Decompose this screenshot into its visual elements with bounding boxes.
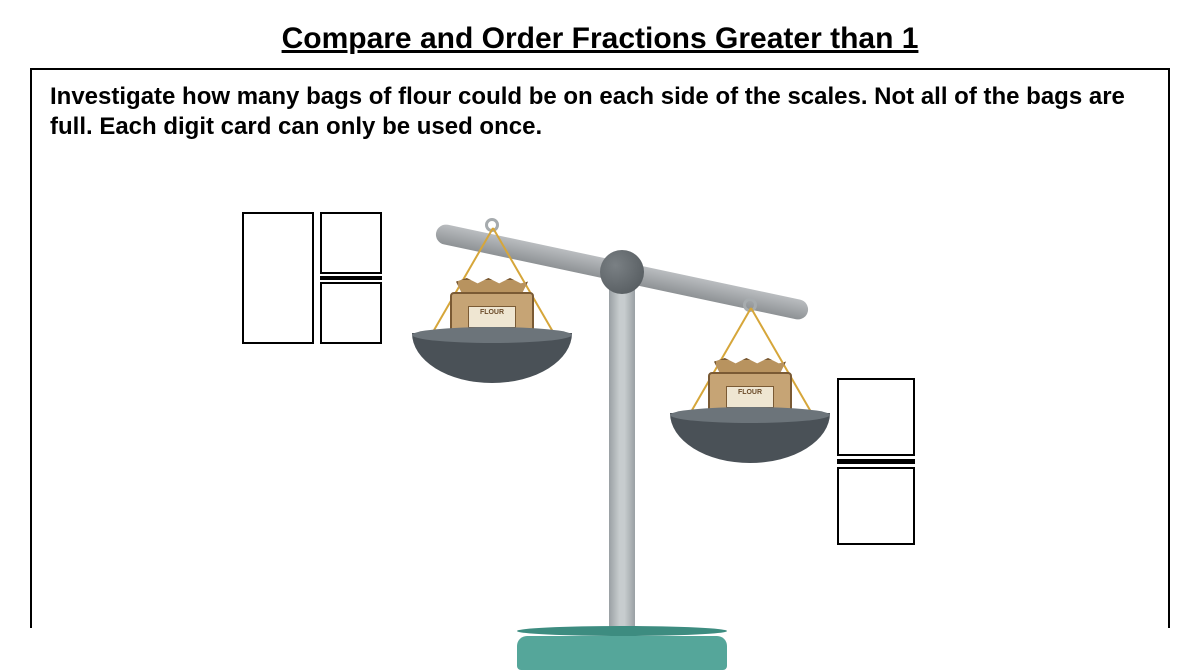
page-title: Compare and Order Fractions Greater than… — [0, 0, 1200, 68]
scale-scene: FLOUR FLOUR — [32, 130, 1168, 628]
left-denominator-box[interactable] — [320, 282, 382, 344]
bag-label: FLOUR — [468, 306, 516, 328]
scale-pivot — [600, 250, 644, 294]
right-denominator-box[interactable] — [837, 467, 915, 545]
bag-label: FLOUR — [726, 386, 774, 408]
left-mixed-number — [242, 212, 382, 344]
right-numerator-box[interactable] — [837, 378, 915, 456]
scale-base — [517, 636, 727, 670]
fraction-bar — [837, 459, 915, 464]
balance-scale: FLOUR FLOUR — [402, 170, 842, 670]
scale-pole — [609, 270, 635, 630]
right-pan — [670, 413, 830, 463]
left-numerator-box[interactable] — [320, 212, 382, 274]
right-fraction — [837, 378, 915, 545]
question-box: Investigate how many bags of flour could… — [30, 68, 1170, 628]
left-pan — [412, 333, 572, 383]
whole-number-box[interactable] — [242, 212, 314, 344]
left-fraction-column — [320, 212, 382, 344]
fraction-bar — [320, 276, 382, 280]
scale-base-rim — [517, 626, 727, 636]
